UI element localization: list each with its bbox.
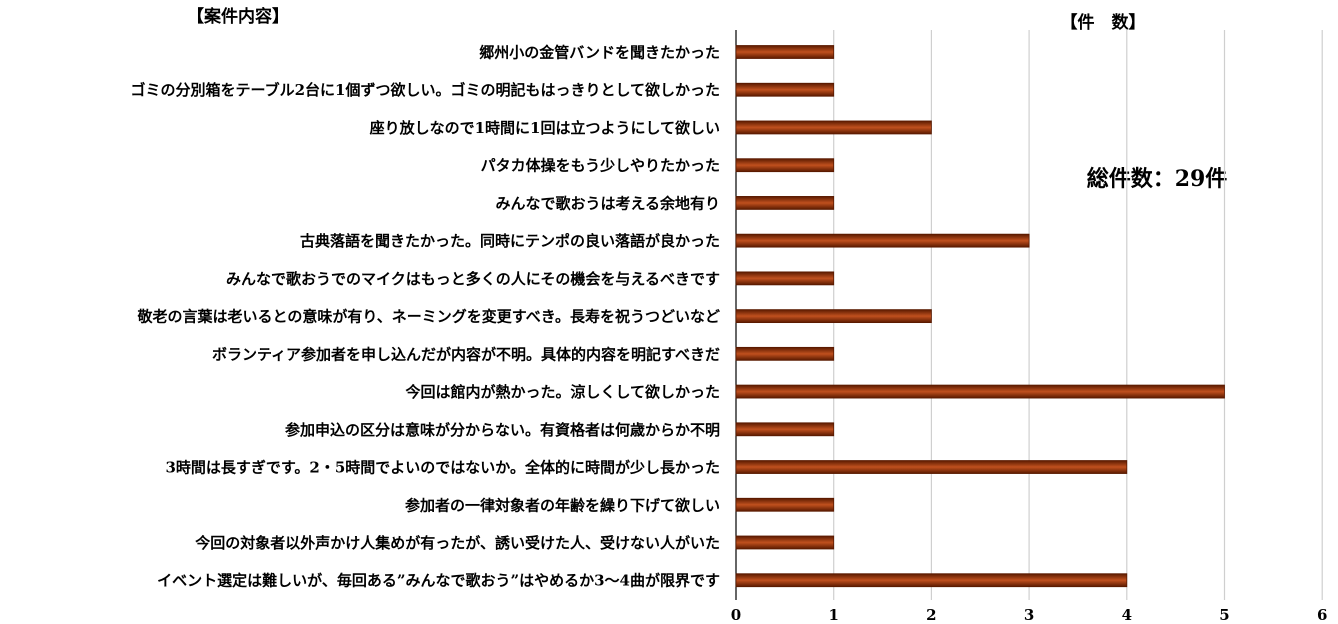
bar — [735, 82, 835, 97]
bar — [735, 309, 932, 324]
category-label: 3時間は長すぎです。2・5時間でよいのではないか。全体的に時間が少し長かった — [165, 459, 720, 477]
x-tick-label: 4 — [1122, 606, 1132, 624]
category-label: ボランティア参加者を申し込んだが内容が不明。具体的内容を明記すべきだ — [212, 345, 720, 363]
bar — [735, 120, 932, 135]
value-header: 【件 数】 — [1061, 12, 1146, 33]
x-tick-label: 1 — [828, 606, 838, 624]
x-tick-label: 6 — [1317, 606, 1327, 624]
category-label: 郷州小の金管バンドを聞きたかった — [479, 44, 720, 62]
x-tick-label: 5 — [1219, 606, 1229, 624]
bar — [735, 573, 1128, 588]
bar — [735, 233, 1030, 248]
total-count-label: 総件数：29件 — [1087, 166, 1228, 192]
bar — [735, 45, 835, 59]
category-label: イベント選定は難しいが、毎回ある”みんなで歌おう”はやめるか3～4曲が限界です — [157, 572, 720, 590]
category-label: パタカ体操をもう少しやりたかった — [481, 157, 720, 175]
category-label: みんなで歌おうでのマイクはもっと多くの人にその機会を与えるべきです — [226, 270, 720, 288]
bar — [735, 460, 1128, 474]
category-label: 参加者の一律対象者の年齢を繰り下げて欲しい — [405, 496, 720, 514]
bar — [735, 271, 835, 286]
category-header: 【案件内容】 — [187, 6, 289, 27]
category-label: 座り放しなので1時間に1回は立つようにして欲しい — [369, 119, 720, 137]
x-axis-ticks: 0 1 2 3 4 5 6 — [731, 606, 1328, 624]
bar — [735, 196, 835, 210]
category-label: 今回は館内が熱かった。涼しくして欲しかった — [404, 383, 720, 401]
x-tick-label: 0 — [731, 606, 741, 624]
category-label: ゴミの分別箱をテーブル2台に1個ずつ欲しい。ゴミの明記もはっきりとして欲しかった — [130, 81, 720, 99]
category-label: 敬老の言葉は老いるとの意味が有り、ネーミングを変更すべき。長寿を祝うつどいなど — [137, 308, 720, 326]
category-label: 参加申込の区分は意味が分からない。有資格者は何歳からか不明 — [285, 421, 720, 439]
bar — [735, 497, 835, 512]
bar — [735, 422, 835, 437]
category-label: 古典落語を聞きたかった。同時にテンポの良い落語が良かった — [300, 232, 720, 250]
bar — [735, 535, 835, 550]
category-label: 今回の対象者以外声かけ人集めが有ったが、誘い受けた人、受けない人がいた — [194, 534, 720, 552]
bar — [735, 384, 1225, 399]
category-label: みんなで歌おうは考える余地有り — [495, 194, 720, 212]
bar — [735, 158, 835, 173]
x-tick-label: 2 — [926, 606, 936, 624]
bar — [735, 346, 835, 361]
x-tick-label: 3 — [1024, 606, 1034, 624]
category-labels: 郷州小の金管バンドを聞きたかったゴミの分別箱をテーブル2台に1個ずつ欲しい。ゴミ… — [130, 44, 720, 590]
bars — [735, 45, 1225, 588]
